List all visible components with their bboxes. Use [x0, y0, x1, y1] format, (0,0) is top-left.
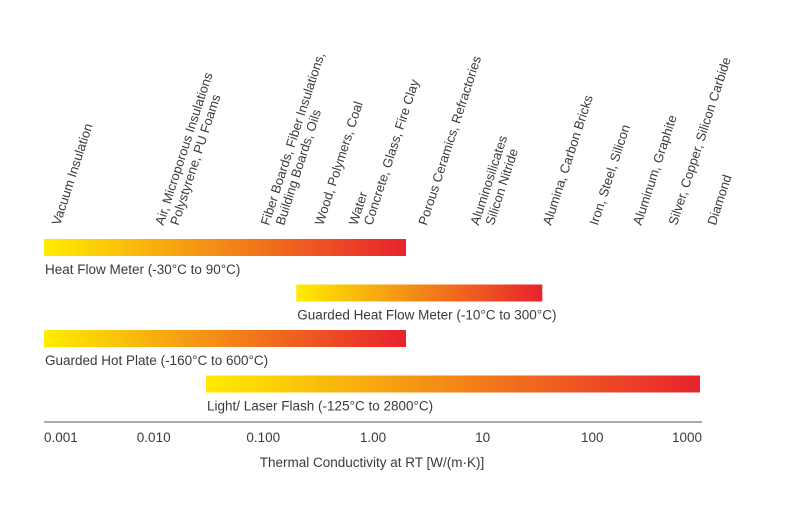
material-label-line: Alumina, Carbon Bricks [540, 93, 596, 227]
x-tick-label: 1.00 [360, 430, 386, 445]
material-label-line: Diamond [704, 173, 734, 227]
range-bar-label: Guarded Hot Plate (-160°C to 600°C) [45, 353, 268, 368]
material-label-line: Concrete, Glass, Fire Clay [361, 77, 423, 227]
material-label: Vacuum Insulation [49, 121, 96, 226]
range-bar [44, 239, 406, 256]
material-label: Iron, Steel, Silicon [586, 123, 633, 227]
x-tick-label: 0.100 [246, 430, 280, 445]
range-bar-label: Guarded Heat Flow Meter (-10°C to 300°C) [297, 308, 556, 323]
x-tick-label: 100 [581, 430, 604, 445]
x-axis-ticks: 0.001 0.010 0.100 1.00 10 100 1000 [44, 430, 702, 445]
range-bar-label: Heat Flow Meter (-30°C to 90°C) [45, 262, 240, 277]
material-labels: Vacuum Insulation Air, Microporous Insula… [49, 50, 735, 226]
range-bar [296, 284, 543, 302]
range-bar [44, 330, 406, 347]
range-bar-label: Light/ Laser Flash (-125°C to 2800°C) [207, 399, 433, 414]
material-label: Fiber Boards, Fiber Insulations,Building… [257, 50, 327, 226]
method-bars: Heat Flow Meter (-30°C to 90°C) Guarded H… [44, 239, 700, 414]
range-bar [206, 375, 700, 393]
x-axis-title: Thermal Conductivity at RT [W/(m·K)] [260, 455, 485, 470]
material-label-line: Iron, Steel, Silicon [586, 123, 633, 227]
material-label-line: Vacuum Insulation [49, 121, 96, 226]
x-tick-label: 0.010 [137, 430, 171, 445]
x-tick-label: 10 [475, 430, 490, 445]
x-tick-label: 1000 [672, 430, 702, 445]
material-label: Air, Microporous InsulationsPolystyrene,… [152, 70, 224, 227]
material-label: Alumina, Carbon Bricks [540, 93, 596, 227]
x-tick-label: 0.001 [44, 430, 78, 445]
material-label: Diamond [704, 173, 734, 227]
